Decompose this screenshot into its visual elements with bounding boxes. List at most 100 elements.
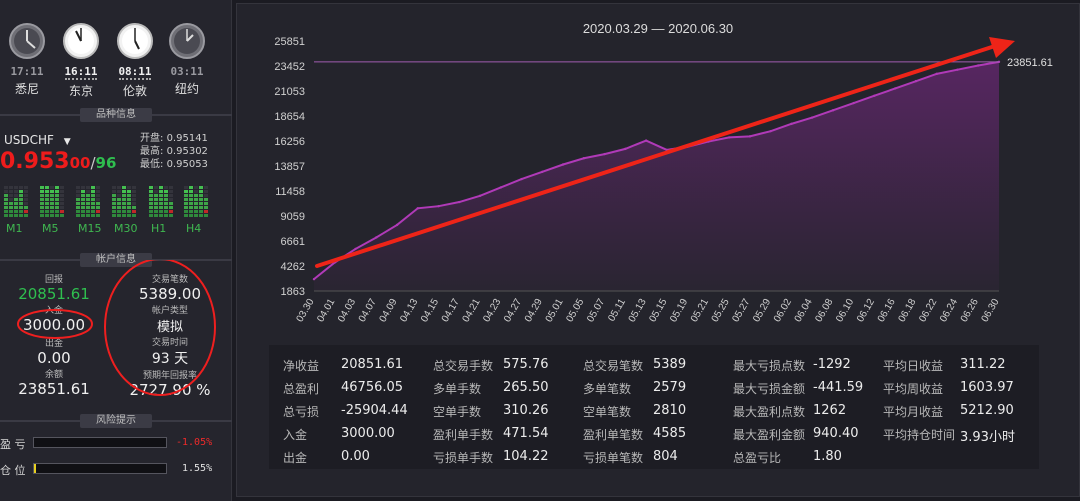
stat-cell: 总盈亏比 1.80 [733, 449, 842, 466]
meter-cell [132, 194, 136, 197]
equity-point [810, 116, 814, 119]
pnl-meter [33, 437, 167, 448]
stat-value: 20851.61 [341, 357, 404, 372]
meter-cell [117, 202, 121, 205]
x-tick-label: 04.07 [357, 297, 379, 325]
clock-time: 16:11 [64, 65, 98, 78]
position-value: 1.55% [182, 463, 213, 474]
stat-cell: 最大亏损点数 -1292 [733, 357, 851, 374]
meter-cell [9, 206, 13, 209]
meter-cell [24, 202, 28, 205]
tab-h1[interactable]: H1 [151, 222, 167, 235]
return-value: 20851.61 [18, 285, 90, 303]
meter-cell [127, 202, 131, 205]
meter-cell [96, 198, 100, 201]
meter-cell [14, 198, 18, 201]
meter-cell [60, 190, 64, 193]
meter-cell [199, 198, 203, 201]
stat-value: 311.22 [960, 357, 1006, 372]
meter-cell [189, 210, 193, 213]
meter-cell [50, 210, 54, 213]
meter-cell [132, 198, 136, 201]
x-tick-label: 06.30 [980, 297, 1002, 325]
stat-value: 804 [653, 449, 678, 464]
stat-label: 盈利单笔数 [583, 428, 644, 442]
x-tick-label: 06.16 [876, 297, 898, 325]
meter-cell [86, 186, 90, 189]
meter-cell [24, 190, 28, 193]
meter-cell [112, 198, 116, 201]
stat-cell: 净收益 20851.61 [283, 357, 403, 374]
meter-cell [60, 194, 64, 197]
meter-cell [159, 194, 163, 197]
meter-cell [117, 206, 121, 209]
x-tick-label: 06.24 [938, 297, 960, 325]
x-tick-label: 05.01 [544, 297, 566, 325]
meter-cell [4, 194, 8, 197]
stat-cell: 最大盈利金额 940.40 [733, 426, 859, 443]
stat-value: -25904.44 [341, 403, 408, 418]
meter-cell [55, 214, 59, 217]
stat-label: 总交易笔数 [583, 359, 644, 373]
stat-cell: 空单手数 310.26 [433, 403, 549, 420]
meter-cell [204, 190, 208, 193]
symbol-select[interactable]: USDCHF ▼ [4, 133, 71, 147]
stat-cell: 亏损单手数 104.22 [433, 449, 549, 466]
meter-cell [154, 210, 158, 213]
equity-point [790, 122, 793, 126]
meter-cell [189, 190, 193, 193]
x-tick-label: 04.23 [481, 297, 503, 325]
meter-cell [184, 194, 188, 197]
meter-cell [76, 194, 80, 197]
meter-cell [127, 190, 131, 193]
meter-cell [81, 206, 85, 209]
meter-cell [96, 190, 100, 193]
pnl-label: 盈 亏 [0, 438, 26, 451]
meter-cell [159, 190, 163, 193]
meter-cell [14, 190, 18, 193]
stat-value: 2810 [653, 403, 687, 418]
meter-cell [76, 190, 80, 193]
y-tick-label: 9059 [281, 211, 305, 223]
stat-label: 平均月收益 [883, 405, 944, 419]
x-tick-label: 06.22 [917, 297, 939, 325]
meter-cell [154, 202, 158, 205]
meter-cell [91, 210, 95, 213]
stat-value: 5212.90 [960, 403, 1014, 418]
stat-cell: 总交易手数 575.76 [433, 357, 549, 374]
meter-cell [9, 194, 13, 197]
meter-cell [159, 202, 163, 205]
meter-cell [60, 198, 64, 201]
stat-label: 最大亏损点数 [733, 359, 806, 373]
meter-cell [122, 210, 126, 213]
tab-m1[interactable]: M1 [6, 222, 23, 235]
meter-cell [45, 202, 49, 205]
stat-value: -441.59 [813, 380, 864, 395]
instrument-section-title: 品种信息 [0, 108, 232, 122]
annual-return-value: 2727.90 % [129, 381, 211, 399]
meter-cell [9, 186, 13, 189]
meter-cell [117, 194, 121, 197]
open-row: 开盘: 0.95141 [140, 133, 208, 144]
x-tick-label: 05.25 [710, 297, 732, 325]
equity-point [437, 204, 440, 208]
meter-cell [91, 198, 95, 201]
equity-point [312, 277, 316, 281]
tab-m15[interactable]: M15 [78, 222, 102, 235]
meter-cell [127, 210, 131, 213]
account-left: 回报 20851.61 入金 3000.00 出金 0.00 余额 23851.… [0, 272, 108, 398]
meter-cell [154, 206, 158, 209]
tab-m30[interactable]: M30 [114, 222, 138, 235]
meter-cell [19, 190, 23, 193]
last-value-label: 23851.61 [1007, 57, 1053, 69]
tab-h4[interactable]: H4 [186, 222, 202, 235]
meter-cell [40, 210, 44, 213]
position-meter [33, 463, 167, 474]
stats-table: 净收益 20851.61 总盈利 46756.05 总亏损 -25904.44 入金 3000… [269, 345, 1039, 469]
meter-cell [194, 198, 198, 201]
meter-cell [91, 194, 95, 197]
equity-point [644, 139, 648, 142]
clock-city: 东京 [68, 84, 93, 98]
tab-m5[interactable]: M5 [42, 222, 59, 235]
meter-cell [122, 186, 126, 189]
